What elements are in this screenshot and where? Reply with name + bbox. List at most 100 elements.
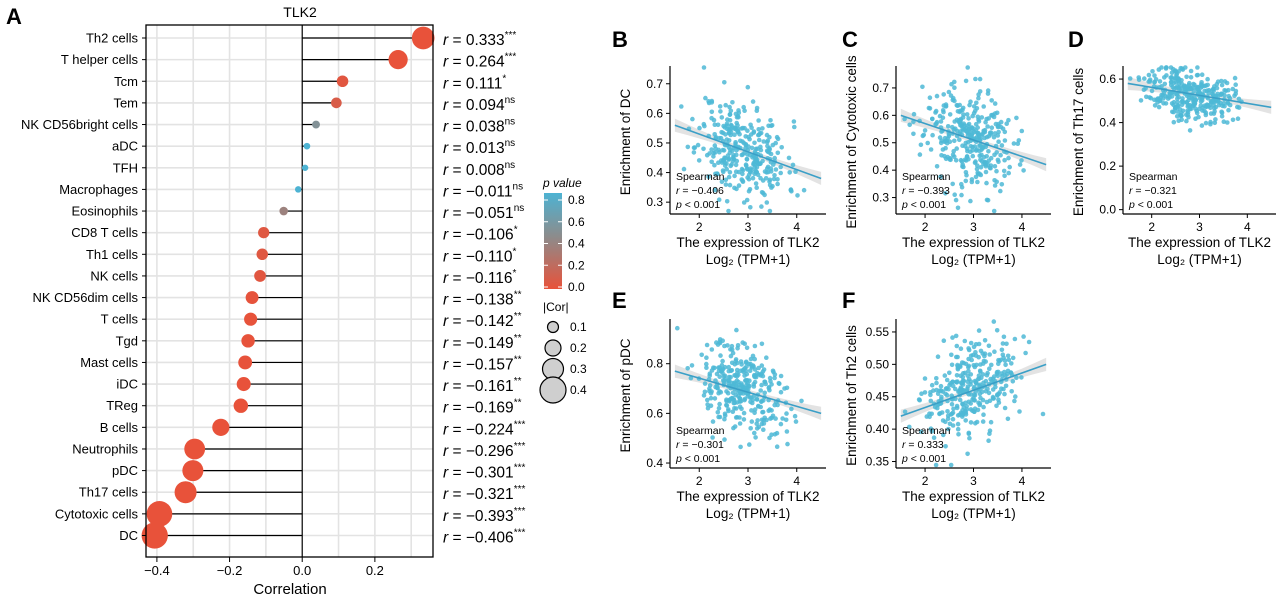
scatter-point [724, 402, 729, 408]
scatter-point [750, 175, 756, 181]
scatter-point [1191, 81, 1196, 87]
scatter-point [980, 419, 986, 424]
scatter-point [1174, 105, 1179, 110]
scatter-point [773, 416, 778, 421]
scatter-point [771, 176, 777, 182]
scatter-point [996, 123, 1001, 129]
scatter-point [755, 172, 761, 178]
scatter-point [742, 108, 747, 113]
scatter-point [1233, 88, 1239, 94]
stats-r: r = −0.406 [676, 185, 724, 197]
scatter-point [966, 347, 972, 353]
scatter-point [759, 204, 764, 209]
scatter-point [738, 138, 743, 144]
scatter-point [739, 152, 745, 158]
scatter-point [739, 406, 744, 412]
scatter-point [970, 352, 976, 358]
scatter-point [981, 404, 986, 410]
x-tick-label: 3 [1196, 220, 1203, 234]
scatter-point [777, 381, 782, 387]
y-tick-label: 0.50 [866, 357, 890, 371]
scatter-point [726, 138, 732, 143]
scatter-point [744, 371, 750, 377]
scatter-point [1013, 394, 1018, 399]
scatter-point [966, 368, 971, 374]
scatter-point [951, 148, 956, 154]
scatter-point [1226, 93, 1231, 99]
scatter-point [778, 164, 783, 170]
scatter-point [715, 122, 721, 128]
scatter-point [739, 166, 745, 172]
scatter-point [1000, 341, 1006, 346]
scatter-point [784, 411, 789, 416]
data-point [244, 312, 258, 326]
scatter-point [977, 401, 983, 406]
scatter-point [973, 421, 978, 426]
scatter-point [707, 151, 712, 156]
scatter-point [728, 374, 733, 380]
r-label: r = −0.296*** [443, 441, 525, 460]
scatter-point [745, 84, 751, 90]
scatter-point [964, 154, 970, 159]
scatter-point [976, 95, 981, 101]
scatter-point [1007, 164, 1012, 170]
cor-size-legend: |Cor| 0.1 0.2 0.3 0.4 [539, 300, 587, 404]
scatter-point [1009, 361, 1014, 366]
scatter-point [722, 413, 728, 418]
scatter-point [985, 124, 990, 129]
scatter-point [734, 148, 739, 153]
scatter-point [1146, 72, 1152, 78]
scatter-point [768, 166, 774, 171]
scatter-point [984, 399, 990, 405]
scatter-point [1006, 357, 1012, 363]
y-tick-label: 0.5 [646, 136, 663, 150]
scatter-point [735, 123, 740, 128]
fit-line [900, 363, 1047, 417]
scatter-point [708, 391, 714, 396]
scatter-point [758, 144, 763, 150]
scatter-point [728, 163, 733, 169]
y-tick-label: 0.4 [646, 456, 663, 470]
scatter-point [902, 116, 907, 122]
scatter-point [994, 179, 999, 185]
r-label: r = 0.008ns [443, 160, 515, 179]
scatter-point [751, 364, 756, 369]
scatter-point [723, 132, 728, 137]
scatter-point [970, 153, 976, 159]
x-axis-ticks: −0.4 −0.2 0.0 0.2 [144, 557, 384, 578]
scatter-point [1187, 128, 1193, 133]
scatter-point [954, 373, 960, 378]
scatter-point [911, 111, 917, 117]
scatter-point [958, 346, 964, 352]
scatter-point [978, 395, 983, 401]
scatter-point [1173, 91, 1178, 97]
scatter-point [957, 102, 962, 108]
scatter-point [762, 379, 768, 385]
fit-line [1127, 82, 1272, 109]
scatter-point [738, 359, 744, 364]
scatter-point [963, 78, 969, 84]
scatter-point [747, 368, 753, 374]
scatter-point [964, 129, 970, 134]
y-tick-label: 0.4 [872, 163, 889, 177]
scatter-point [681, 166, 687, 172]
scatter-point [930, 132, 935, 138]
scatter-point [976, 328, 982, 333]
category-label: Tcm [114, 74, 138, 89]
scatter-point [947, 157, 952, 162]
size-legend-label: 0.1 [570, 320, 587, 334]
scatter-point [918, 429, 924, 435]
scatter-point [741, 410, 747, 416]
scatter-point [938, 388, 944, 394]
scatter-point [984, 372, 990, 378]
scatter-point [723, 182, 729, 187]
p-legend-label: 0.0 [568, 280, 585, 294]
scatter-point [791, 119, 797, 124]
scatter-point [795, 193, 800, 198]
scatter-point [760, 190, 766, 196]
scatter-point [987, 366, 992, 372]
scatter-point [954, 354, 959, 360]
scatter-point [1150, 69, 1155, 74]
scatter-point [749, 419, 755, 424]
r-label: r = 0.333*** [443, 30, 516, 49]
